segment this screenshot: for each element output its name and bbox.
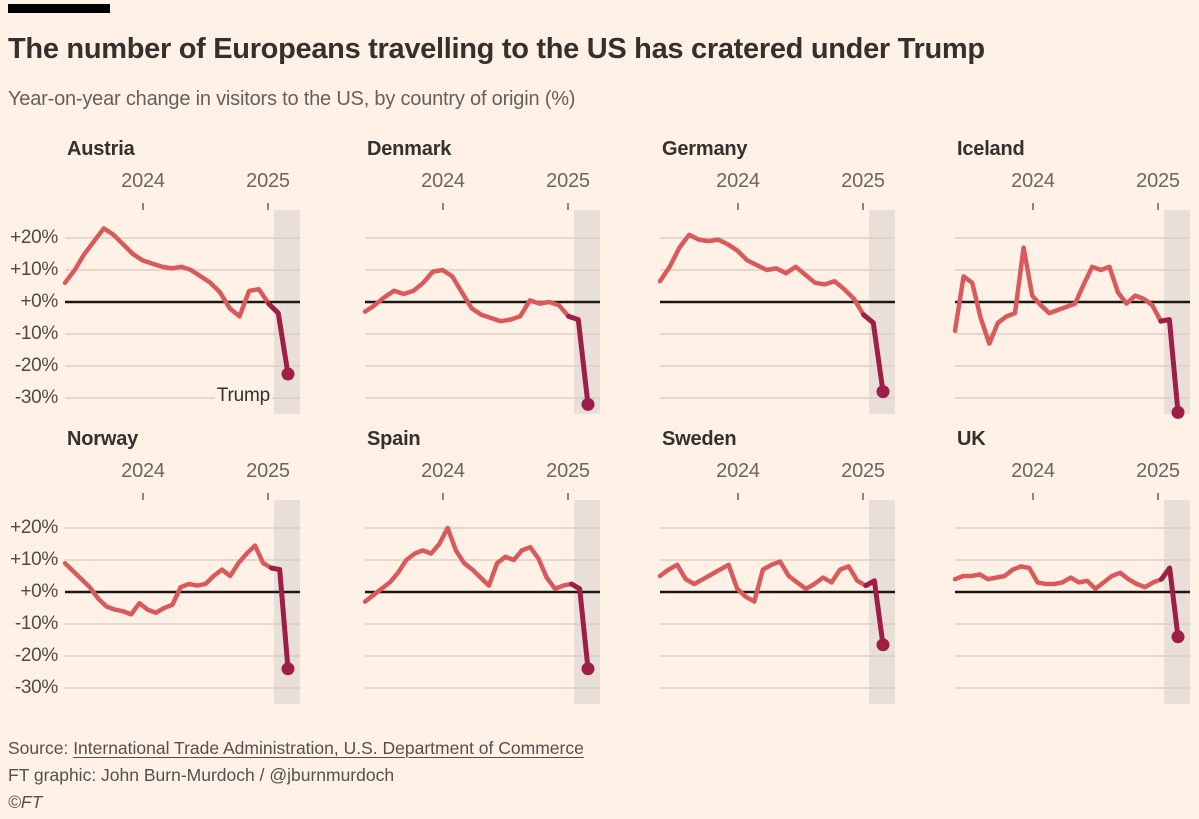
- x-axis-label-2025: 2025: [246, 170, 290, 192]
- crash-dot: [581, 397, 595, 411]
- y-axis-label: -30%: [14, 387, 58, 408]
- panel-title: Sweden: [662, 428, 737, 450]
- chart-row-1: +20% +10% +0% -10% -20% -30% Austria 2024 2025 Tr…: [0, 138, 1199, 428]
- y-axis-label: -10%: [14, 613, 58, 634]
- credit-line: FT graphic: John Burn-Murdoch / @jburnmu…: [8, 765, 395, 785]
- y-axis-label: -20%: [14, 645, 58, 666]
- panel-title: Austria: [67, 138, 135, 160]
- crash-line: [566, 313, 591, 407]
- panel-title: Germany: [662, 138, 748, 160]
- y-axis-label: +20%: [10, 227, 58, 248]
- copyright: ©FT: [8, 792, 43, 812]
- panel-chart-svg: [62, 203, 300, 414]
- y-axis-label: -20%: [14, 355, 58, 376]
- y-axis-label: -10%: [14, 323, 58, 344]
- trump-period-band: [1164, 500, 1190, 704]
- crash-dot: [581, 662, 595, 676]
- series-line: [657, 559, 877, 604]
- series-line: [62, 226, 281, 319]
- panel-chart-svg: [952, 493, 1190, 704]
- panel-title: Denmark: [367, 138, 452, 160]
- source-link[interactable]: International Trade Administration, U.S.…: [73, 738, 584, 758]
- y-axis-label: +0%: [20, 291, 58, 312]
- panel-chart-svg: [62, 493, 300, 704]
- panel-sweden: Sweden 2024 2025: [657, 428, 895, 714]
- crash-dot: [1171, 630, 1185, 644]
- panel-austria: Austria 2024 2025 Trump: [62, 138, 300, 424]
- crash-dot: [1171, 405, 1185, 419]
- panel-germany: Germany 2024 2025: [657, 138, 895, 424]
- crash-line: [266, 301, 291, 377]
- y-axis-label: +10%: [10, 549, 58, 570]
- x-axis-label-2025: 2025: [1136, 460, 1180, 482]
- chart-grid: +20% +10% +0% -10% -20% -30% Austria 2024 2025 Tr…: [0, 138, 1199, 718]
- x-axis-label-2024: 2024: [121, 460, 165, 482]
- crash-line: [1159, 565, 1181, 640]
- panel-title: UK: [957, 428, 986, 450]
- series-line: [952, 245, 1172, 346]
- footer: Source: International Trade Administrati…: [8, 735, 584, 816]
- panel-norway: Norway 2024 2025: [62, 428, 300, 714]
- panel-title: Spain: [367, 428, 421, 450]
- crash-line: [863, 578, 886, 648]
- chart-row-2: +20% +10% +0% -10% -20% -30% Norway 2024 2025 Spa…: [0, 428, 1199, 718]
- x-axis-label-2024: 2024: [421, 170, 465, 192]
- y-axis-label: +10%: [10, 259, 58, 280]
- x-axis-label-2024: 2024: [1011, 170, 1055, 192]
- series-line: [362, 525, 582, 604]
- panel-title: Iceland: [957, 138, 1025, 160]
- panel-chart-svg: [952, 203, 1190, 419]
- x-axis-label-2024: 2024: [421, 460, 465, 482]
- panel-chart-svg: [657, 493, 895, 704]
- x-axis-label-2024: 2024: [121, 170, 165, 192]
- ft-topper-bar: [8, 4, 110, 13]
- crash-dot: [876, 638, 890, 652]
- chart-title: The number of Europeans travelling to th…: [8, 33, 985, 65]
- crash-dot: [281, 662, 295, 676]
- series-line: [657, 232, 876, 326]
- source-prefix: Source:: [8, 738, 74, 758]
- x-axis-label-2025: 2025: [841, 460, 885, 482]
- y-axis-label: +0%: [20, 581, 58, 602]
- x-axis-label-2024: 2024: [716, 170, 760, 192]
- crash-dot: [876, 385, 890, 399]
- x-axis-label-2025: 2025: [1136, 170, 1180, 192]
- x-axis-label-2025: 2025: [546, 460, 590, 482]
- panel-uk: UK 2024 2025: [952, 428, 1190, 714]
- x-axis-label-2024: 2024: [716, 460, 760, 482]
- series-line: [362, 267, 581, 324]
- crash-line: [569, 581, 591, 672]
- crash-line: [1158, 317, 1181, 415]
- y-axis-label: +20%: [10, 517, 58, 538]
- x-axis-label-2025: 2025: [246, 460, 290, 482]
- panel-chart-svg: [362, 203, 600, 414]
- panel-chart-svg: [362, 493, 600, 704]
- x-axis-label-2025: 2025: [841, 170, 885, 192]
- chart-subtitle: Year-on-year change in visitors to the U…: [8, 88, 576, 110]
- y-axis-label: -30%: [14, 677, 58, 698]
- panel-denmark: Denmark 2024 2025: [362, 138, 600, 424]
- panel-spain: Spain 2024 2025: [362, 428, 600, 714]
- source-line: Source: International Trade Administrati…: [8, 735, 584, 762]
- series-line: [952, 564, 1172, 592]
- panel-iceland: Iceland 2024 2025: [952, 138, 1190, 424]
- x-axis-label-2024: 2024: [1011, 460, 1055, 482]
- panel-chart-svg: [657, 203, 895, 414]
- series-line: [62, 543, 282, 617]
- trump-period-band: [869, 500, 895, 704]
- x-axis-label-2025: 2025: [546, 170, 590, 192]
- crash-line: [861, 312, 886, 395]
- trump-annotation: Trump: [214, 385, 272, 407]
- crash-dot: [281, 367, 295, 381]
- crash-line: [269, 565, 291, 672]
- panel-title: Norway: [67, 428, 139, 450]
